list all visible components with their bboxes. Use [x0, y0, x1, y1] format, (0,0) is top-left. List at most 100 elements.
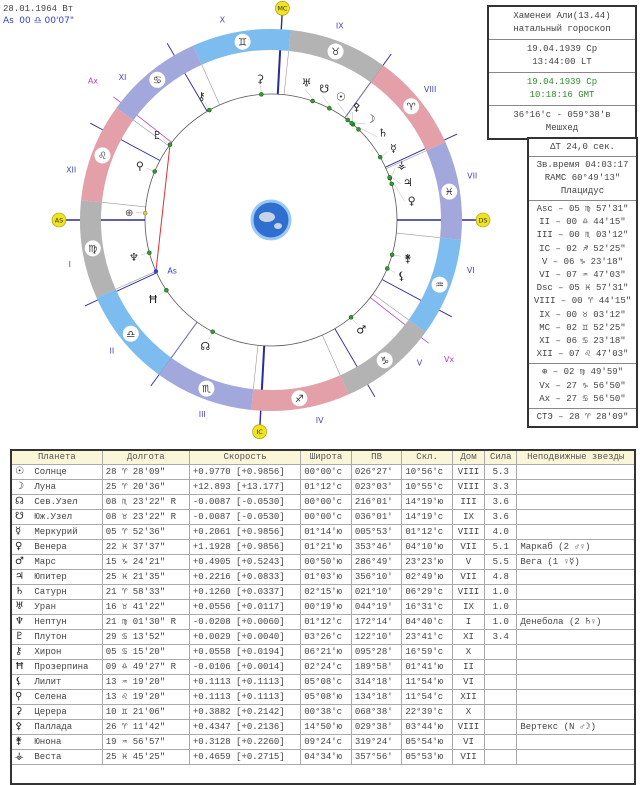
planet-8-glyph-icon: ♄ — [378, 127, 388, 140]
house-cell: VIII — [452, 465, 484, 480]
column-header[interactable]: Скл. — [402, 450, 453, 465]
lat-cell: 09°24'с — [301, 735, 352, 750]
planet-name: Меркурий — [34, 527, 77, 537]
star-cell — [517, 690, 635, 705]
planet-dot — [311, 99, 315, 103]
planet-glyph-icon: ⚷ — [15, 645, 29, 658]
house-cell: VIII — [452, 480, 484, 495]
column-header[interactable]: Неподвижные звезды — [517, 450, 635, 465]
speed-cell: +0.0556 [+0.0117] — [189, 600, 300, 615]
glyph-leader-line — [391, 167, 395, 176]
house-cusp-label: Dsc — [537, 283, 553, 293]
glyph-leader-line — [389, 269, 395, 273]
planet-glyph-icon: ♃ — [15, 570, 29, 583]
planet-dot — [143, 211, 147, 215]
planet-name: Юпитер — [34, 572, 66, 582]
house-cell: XII — [452, 690, 484, 705]
coordinates: 36°16'с - 059°38'в — [489, 109, 635, 122]
delta-t: ΔT 24,0 сек. — [529, 139, 636, 157]
house-cell: VIII — [452, 585, 484, 600]
house-cell: VIII — [452, 720, 484, 735]
planet-name: Плутон — [34, 632, 66, 642]
lon-cell: 21 ♈ 58'33" — [102, 585, 189, 600]
planet-glyph-icon: ☿ — [15, 525, 29, 538]
zodiac-sign-0-icon: ♈ — [407, 102, 416, 113]
glyph-leader-line — [209, 333, 212, 339]
column-header[interactable]: Планета — [11, 450, 102, 465]
planet-cell: ⚳ Церера — [11, 705, 102, 720]
column-header[interactable]: Сила — [485, 450, 517, 465]
house-cell: XI — [452, 630, 484, 645]
lon-cell: 25 ♓ 45'25" — [102, 750, 189, 765]
house-cusp-value: 02 ♐ 52'25" — [566, 244, 625, 254]
planet-name: Паллада — [34, 722, 72, 732]
planet-name: Селена — [34, 692, 66, 702]
decl-cell: 23°41'с — [402, 630, 453, 645]
angle-line — [278, 50, 280, 94]
lon-cell: 08 ♏ 23'22" R — [102, 495, 189, 510]
column-header[interactable]: Скорость — [189, 450, 300, 465]
planet-cell: ♃ Юпитер — [11, 570, 102, 585]
house-cusp-label: VIII — [534, 296, 556, 306]
house-numeral: IX — [336, 22, 344, 31]
zodiac-sign-1-icon: ♉ — [331, 47, 340, 58]
house-cusp-value: 00 ♉ 03'12" — [566, 310, 625, 320]
column-header[interactable]: ПВ — [351, 450, 402, 465]
speed-cell: -0.0087 [-0.0530] — [189, 510, 300, 525]
planet-2-glyph-icon: ☊ — [200, 340, 210, 353]
planet-cell: ⚷ Хирон — [11, 645, 102, 660]
planet-name: Луна — [34, 482, 56, 492]
lon-cell: 25 ♈ 20'36" — [102, 480, 189, 495]
planet-cell: ☊ Сев.Узел — [11, 495, 102, 510]
house-cell: VII — [452, 570, 484, 585]
zodiac-sign-2-icon: ♊ — [238, 37, 247, 48]
planet-dot — [350, 121, 354, 125]
glyph-leader-line — [360, 128, 378, 137]
zodiac-sign-6-icon: ♎ — [126, 329, 135, 340]
decl-cell: 16°31'с — [402, 600, 453, 615]
column-header[interactable]: Дом — [452, 450, 484, 465]
decl-cell: 14°19'с — [402, 510, 453, 525]
planet-17-glyph-icon: ⚴ — [352, 101, 360, 114]
planet-15-glyph-icon: ⚲ — [136, 159, 144, 172]
column-header[interactable]: Долгота — [102, 450, 189, 465]
speed-cell: -0.0106 [+0.0014] — [189, 660, 300, 675]
planet-glyph-icon: ⚲ — [15, 690, 29, 703]
decl-cell: 06°29'с — [402, 585, 453, 600]
lat-cell: 01°12'с — [301, 480, 352, 495]
house-cusp-label: III — [537, 230, 553, 240]
decl-cell: 10°55'с — [402, 480, 453, 495]
ra-cell: 357°56' — [351, 750, 402, 765]
speed-cell: +0.2216 [+0.0833] — [189, 570, 300, 585]
planet-name: Церера — [34, 707, 66, 717]
column-header[interactable]: Широта — [301, 450, 352, 465]
planet-cell: ☉ Солнце — [11, 465, 102, 480]
part-of-fortune-icon: ⊕ — [125, 208, 133, 219]
planet-dot — [207, 108, 211, 112]
power-cell — [485, 690, 517, 705]
speed-cell: +0.2061 [+0.9856] — [189, 525, 300, 540]
as-point-label: As — [167, 266, 177, 275]
decl-cell: 14°19'ю — [402, 495, 453, 510]
planet-name: Солнце — [34, 467, 66, 477]
